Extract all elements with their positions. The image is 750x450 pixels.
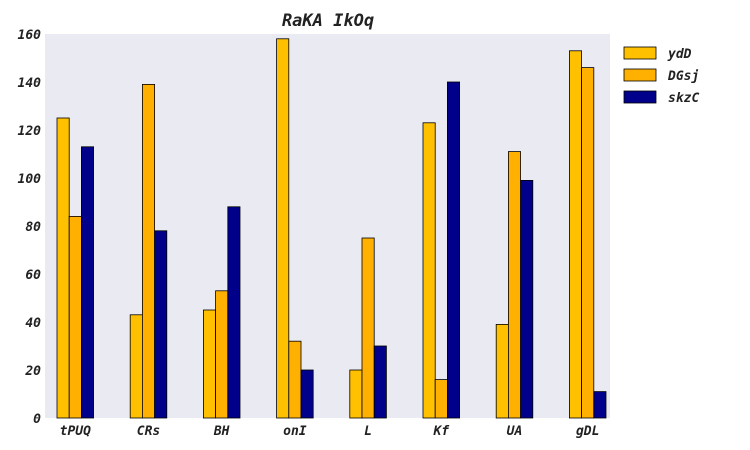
bar-ydD-UA — [495, 323, 509, 419]
y-tick-label: 60 — [25, 268, 41, 283]
legend: ydD DGsj skzC — [623, 46, 699, 106]
x-tick-label: onI — [283, 424, 307, 439]
bars-group — [56, 38, 607, 419]
legend-swatch-skzC — [623, 90, 657, 104]
x-tick-label: L — [364, 424, 372, 439]
x-tick-label: UA — [507, 424, 523, 439]
bar-skzC-BH — [227, 206, 241, 419]
y-tick-label: 40 — [25, 316, 41, 331]
bar-skzC-onI — [300, 369, 314, 419]
bar-DGsj-BH — [215, 290, 229, 419]
y-tick-label: 120 — [18, 124, 42, 139]
bar-DGsj-Kf — [434, 379, 448, 419]
bar-DGsj-CRs — [141, 84, 155, 419]
bar-skzC-CRs — [154, 230, 168, 419]
bar-skzC-UA — [520, 179, 534, 419]
x-tick-label: Kf — [432, 424, 450, 439]
bar-skzC-tPUQ — [81, 146, 95, 419]
y-tick-label: 100 — [18, 172, 42, 187]
bar-DGsj-tPUQ — [68, 215, 82, 419]
bar-ydD-Kf — [422, 122, 436, 419]
bar-ydD-gDL — [569, 50, 583, 419]
y-tick-label: 20 — [24, 364, 41, 379]
bar-ydD-L — [349, 369, 363, 419]
legend-label-skzC: skzC — [668, 91, 699, 106]
x-tick-label: BH — [213, 424, 230, 439]
legend-label-ydD: ydD — [667, 47, 692, 62]
chart-title: RaKA IkOq — [282, 11, 374, 31]
legend-swatch-ydD — [623, 46, 657, 60]
y-tick-label: 0 — [33, 412, 41, 427]
x-tick-label: gDL — [576, 424, 599, 439]
y-tick-label: 80 — [25, 220, 41, 235]
bar-DGsj-L — [361, 237, 375, 419]
bar-DGsj-gDL — [581, 67, 595, 419]
bar-DGsj-UA — [507, 151, 521, 419]
x-tick-label: tPUQ — [60, 424, 91, 439]
x-axis-ticks: tPUQ CRs BH onI L Kf UA gDL — [60, 424, 600, 439]
bar-skzC-L — [373, 345, 387, 419]
bar-skzC-gDL — [593, 391, 607, 419]
legend-label-DGsj: DGsj — [667, 69, 699, 84]
y-tick-label: 140 — [18, 76, 42, 91]
bar-DGsj-onI — [288, 340, 302, 419]
x-tick-label: CRs — [137, 424, 160, 439]
y-axis-ticks: 0 20 40 60 80 100 120 140 160 — [18, 28, 42, 427]
bar-ydD-tPUQ — [56, 117, 70, 419]
bar-ydD-CRs — [129, 314, 143, 419]
bar-ydD-onI — [276, 38, 290, 419]
legend-swatch-DGsj — [623, 68, 657, 82]
bar-ydD-BH — [202, 309, 216, 419]
bar-skzC-Kf — [446, 81, 460, 419]
y-tick-label: 160 — [18, 28, 42, 43]
